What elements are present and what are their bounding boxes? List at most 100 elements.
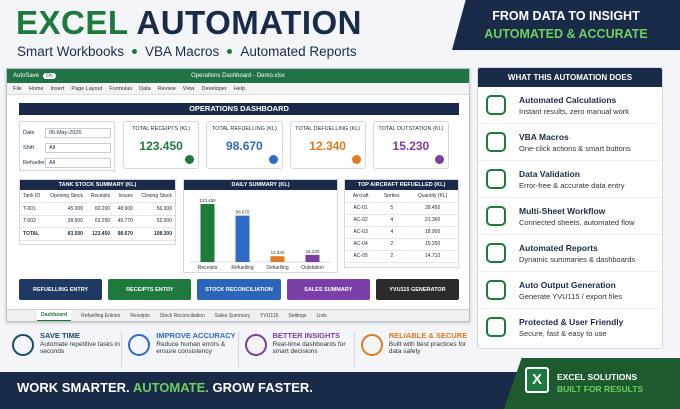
- benefit-desc: Built with best practices for data safet…: [388, 341, 467, 355]
- benefits: SAVE TIME Automate repetitive tasks in se…: [6, 331, 470, 367]
- tagline: Smart Workbooks VBA Macros Automated Repor…: [17, 44, 357, 59]
- macro-button[interactable]: STOCK RECONCILIATION: [197, 279, 281, 300]
- kpi-icon: [351, 155, 361, 164]
- sheet-tabs: Dashboard Refuelling Entries Receipts Stock…: [7, 309, 469, 321]
- header-cell: Aircraft: [345, 190, 377, 203]
- row: AC-04 2 15.250: [345, 238, 458, 251]
- feature-icon: [486, 95, 506, 115]
- tagline-item: Automated Reports: [240, 44, 357, 59]
- kpi-card: TOTAL DEFUELLING (KL) 12.340: [289, 121, 366, 169]
- cell: 28.450: [407, 202, 458, 215]
- feature-icon: [486, 243, 506, 263]
- benefit-text: SAVE TIME Automate repetitive tasks in se…: [40, 331, 120, 355]
- filter-value[interactable]: All: [45, 142, 111, 153]
- cell: 60.200: [85, 202, 114, 216]
- sheet-tab[interactable]: Receipts: [130, 312, 150, 319]
- feature-text: Automated Reports Dynamic summaries & das…: [519, 243, 635, 264]
- sheet-tab[interactable]: Sales Summary: [214, 312, 251, 319]
- menu-item[interactable]: Insert: [50, 85, 65, 92]
- cell: 4: [376, 214, 408, 227]
- kpi-value: 12.340: [309, 139, 346, 153]
- feature-text: Data Validation Error-free & accurate dat…: [519, 169, 624, 190]
- cell: 14.710: [407, 250, 458, 263]
- feature-icon: [486, 280, 506, 300]
- badge-line: BUILT FOR RESULTS: [557, 384, 644, 394]
- menu-item[interactable]: Home: [28, 85, 44, 92]
- tank-table: TANK STOCK SUMMARY (KL) Tank ID Opening St…: [19, 179, 176, 245]
- header-row: Tank ID Opening Stock Receipts Issues Closin…: [20, 190, 175, 203]
- feature-text: VBA Macros One-click actions & smart butt…: [519, 132, 631, 153]
- benefit-text: IMPROVE ACCURACY Reduce human errors & en…: [156, 331, 236, 355]
- feature-desc: Secure, fast & easy to use: [519, 328, 607, 338]
- cell: 98.670: [113, 227, 136, 241]
- table-title: TANK STOCK SUMMARY (KL): [20, 180, 175, 190]
- value-label: 15.230: [306, 249, 320, 254]
- feature-desc: Instant results, zero manual work: [519, 106, 630, 116]
- filter-label: Shift: [23, 144, 35, 151]
- kpi-icon: [268, 155, 278, 164]
- row: T-001 45.000 60.200 48.900 56.300: [20, 202, 175, 216]
- cell: 18.900: [407, 226, 458, 239]
- feature-title: VBA Macros: [519, 131, 569, 142]
- menu-item[interactable]: Help: [233, 85, 246, 92]
- feature: VBA Macros One-click actions & smart butt…: [478, 124, 662, 161]
- table: Tank ID Opening Stock Receipts Issues Closin…: [20, 190, 175, 241]
- menu-item[interactable]: Developer: [201, 85, 227, 92]
- feature-title: Automated Calculations: [519, 94, 617, 105]
- macro-button[interactable]: YVU115 GENERATOR: [375, 279, 460, 300]
- kpi-icon: [435, 155, 444, 164]
- benefit-icon: [128, 334, 151, 356]
- features-title: WHAT THIS AUTOMATION DOES: [478, 68, 662, 87]
- row: AC-03 4 18.900: [345, 226, 458, 239]
- feature-title: Protected & User Friendly: [519, 316, 624, 327]
- bar: [270, 256, 285, 262]
- sheet-tab[interactable]: YVU115: [260, 312, 279, 319]
- sheet-tab[interactable]: Stock Reconciliation: [159, 312, 205, 319]
- sheet-tab[interactable]: Lists: [316, 312, 327, 319]
- sheet-tab[interactable]: Settings: [288, 312, 307, 319]
- feature-icon: [486, 169, 506, 189]
- bar: [235, 215, 250, 262]
- row: T-002 38.500 63.250 49.770 52.000: [20, 215, 175, 228]
- menu-item[interactable]: View: [182, 85, 195, 92]
- sheet-tab[interactable]: Refuelling Entries: [81, 312, 121, 319]
- cell: 38.500: [44, 215, 86, 228]
- header-cell: Opening Stock: [44, 190, 86, 203]
- cell: TOTAL: [20, 227, 45, 241]
- feature: Automated Calculations Instant results, z…: [478, 87, 662, 124]
- menu-item[interactable]: Review: [157, 85, 176, 92]
- feature-desc: Connected sheets, automated flow: [519, 217, 635, 227]
- benefit-text: BETTER INSIGHTS Real-time dashboards for …: [273, 331, 353, 355]
- buttons: REFUELLING ENTRY RECEIPTS ENTRY STOCK RECO…: [19, 279, 460, 300]
- benefit: SAVE TIME Automate repetitive tasks in se…: [6, 331, 123, 367]
- banner: FROM DATA TO INSIGHT AUTOMATED & ACCURATE: [452, 0, 680, 50]
- menu-item[interactable]: Page Layout: [71, 85, 103, 92]
- macro-button[interactable]: RECEIPTS ENTRY: [108, 279, 192, 300]
- filters: Date 05-May-2026 Shift All Refueller All: [19, 121, 115, 171]
- header-cell: Quantity (KL): [407, 190, 458, 203]
- toggle[interactable]: On: [43, 73, 56, 79]
- cell: 48.900: [113, 202, 136, 216]
- benefit-text: RELIABLE & SECURE Built with best practic…: [389, 331, 469, 355]
- filter-value[interactable]: All: [45, 157, 111, 168]
- feature-title: Data Validation: [519, 168, 580, 179]
- table-title: TOP AIRCRAFT REFUELLED (KL): [345, 180, 458, 190]
- separator: [227, 49, 233, 54]
- feature-title: Auto Output Generation: [519, 279, 616, 290]
- sheet-tab[interactable]: Dashboard: [37, 310, 72, 321]
- menu-item[interactable]: File: [13, 85, 22, 92]
- macro-button[interactable]: SALES SUMMARY: [286, 279, 370, 300]
- filter-value[interactable]: 05-May-2026: [45, 127, 111, 138]
- menu-item[interactable]: Data: [139, 85, 151, 92]
- kpi-card: TOTAL RECEIPTS (KL) 123.450: [123, 121, 200, 169]
- bar: [200, 204, 215, 262]
- header-cell: Issues: [113, 190, 136, 203]
- menu-item[interactable]: Formulas: [109, 85, 133, 92]
- macro-button[interactable]: REFUELLING ENTRY: [19, 279, 103, 300]
- benefit: IMPROVE ACCURACY Reduce human errors & en…: [122, 331, 239, 367]
- feature-text: Auto Output Generation Generate YVU115 / …: [519, 280, 622, 301]
- benefit-title: IMPROVE ACCURACY: [156, 331, 236, 340]
- badge-line: EXCEL SOLUTIONS: [557, 372, 638, 382]
- benefit: BETTER INSIGHTS Real-time dashboards for …: [239, 331, 355, 367]
